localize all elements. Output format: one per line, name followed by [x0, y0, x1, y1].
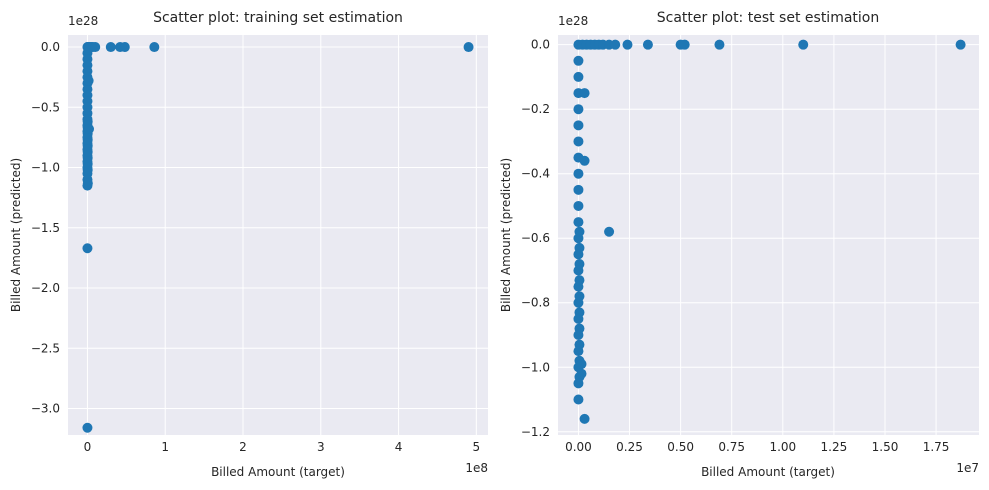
scatter-point [90, 42, 101, 53]
x-ticks-test: 0.00 0.25 0.50 0.75 1.00 1.25 1.50 1.75 [565, 440, 949, 454]
y-tick-label: −2.0 [31, 281, 60, 295]
scatter-point [604, 226, 615, 237]
x-tick-label: 5 [473, 440, 481, 454]
plot-area-training [68, 35, 488, 435]
x-tick-label: 4 [395, 440, 403, 454]
scatter-point [573, 120, 584, 131]
y-offset-text-test: 1e28 [558, 14, 588, 28]
y-tick-label: −0.4 [521, 167, 550, 181]
x-tick-label: 0 [84, 440, 92, 454]
scatter-point [955, 39, 966, 50]
x-tick-label: 3 [317, 440, 325, 454]
scatter-point [579, 155, 590, 166]
scatter-point [573, 184, 584, 195]
scatter-point [642, 39, 653, 50]
scatter-point [576, 359, 587, 370]
y-tick-label: −0.5 [31, 100, 60, 114]
scatter-point [573, 378, 584, 389]
scatter-point [84, 123, 94, 134]
scatter-point [679, 39, 690, 50]
y-tick-label: −0.6 [521, 231, 550, 245]
y-tick-label: −1.0 [521, 360, 550, 374]
scatter-point [573, 136, 584, 147]
scatter-point [149, 42, 160, 53]
scatter-point [573, 265, 584, 276]
x-axis-label-training: Billed Amount (target) [211, 465, 345, 479]
x-tick-label: 2 [239, 440, 247, 454]
gridlines-training [68, 35, 488, 435]
scatter-point [463, 42, 474, 53]
scatter-point [573, 71, 584, 82]
x-tick-label: 0.00 [565, 440, 592, 454]
y-axis-label-test: Billed Amount (predicted) [499, 158, 513, 312]
y-tick-label: 0.0 [41, 40, 60, 54]
scatter-point [573, 330, 584, 340]
x-offset-text-test: 1e7 [956, 461, 979, 475]
x-ticks-training: 0 1 2 3 4 5 [84, 440, 481, 454]
y-offset-text-training: 1e28 [68, 14, 98, 28]
scatter-point [573, 200, 584, 211]
scatter-point [573, 55, 584, 66]
x-tick-label: 0.50 [667, 440, 694, 454]
scatter-point [105, 42, 116, 53]
scatter-point [573, 297, 584, 308]
scatter-point [579, 88, 590, 99]
subplot-training: 0 1 2 3 4 5 0.0 −0.5 −1.0 −1.5 −2.0 −2.5 −3.0 Scatt… [9, 10, 488, 479]
scatter-point [83, 75, 94, 86]
x-tick-label: 1.25 [821, 440, 848, 454]
scatter-point [573, 281, 584, 292]
scatter-point [573, 394, 584, 405]
chart-title-test: Scatter plot: test set estimation [657, 10, 879, 26]
scatter-point [574, 226, 585, 237]
scatter-point [82, 422, 93, 433]
scatter-point [573, 168, 584, 179]
y-tick-label: −0.8 [521, 296, 550, 310]
y-tick-label: −2.5 [31, 341, 60, 355]
x-tick-label: 1 [161, 440, 169, 454]
scatter-point [573, 313, 584, 324]
scatter-point [82, 178, 93, 189]
y-ticks-training: 0.0 −0.5 −1.0 −1.5 −2.0 −2.5 −3.0 [31, 40, 60, 415]
x-tick-label: 1.00 [769, 440, 796, 454]
y-tick-label: −3.0 [31, 401, 60, 415]
y-tick-label: −1.5 [31, 221, 60, 235]
scatter-point [610, 39, 621, 50]
scatter-point [573, 346, 584, 357]
scatter-point [82, 243, 93, 254]
y-tick-label: 0.0 [531, 38, 550, 52]
scatter-point [798, 39, 809, 50]
chart-title-training: Scatter plot: training set estimation [153, 10, 403, 26]
y-ticks-test: 0.0 −0.2 −0.4 −0.6 −0.8 −1.0 −1.2 [521, 38, 550, 439]
x-offset-text-training: 1e8 [465, 461, 488, 475]
y-tick-label: −1.0 [31, 161, 60, 175]
x-tick-label: 0.75 [718, 440, 745, 454]
y-axis-label-training: Billed Amount (predicted) [9, 158, 23, 312]
scatter-point [573, 104, 584, 115]
scatter-points-training [82, 42, 474, 433]
scatter-point [573, 217, 584, 228]
x-tick-label: 0.25 [616, 440, 643, 454]
scatter-point [119, 42, 130, 53]
x-axis-label-test: Billed Amount (target) [701, 465, 835, 479]
scatter-point [622, 39, 633, 50]
scatter-point [714, 39, 725, 50]
scatter-points-test [573, 39, 966, 424]
subplot-test: 0.00 0.25 0.50 0.75 1.00 1.25 1.50 1.75 0.0 −0.2… [499, 10, 979, 479]
y-tick-label: −0.2 [521, 102, 550, 116]
x-tick-label: 1.75 [923, 440, 950, 454]
x-tick-label: 1.50 [872, 440, 899, 454]
scatter-point [579, 413, 590, 424]
plot-area-test [558, 35, 979, 435]
scatter-point [576, 368, 587, 379]
scatter-point [573, 249, 584, 260]
y-tick-label: −1.2 [521, 425, 550, 439]
